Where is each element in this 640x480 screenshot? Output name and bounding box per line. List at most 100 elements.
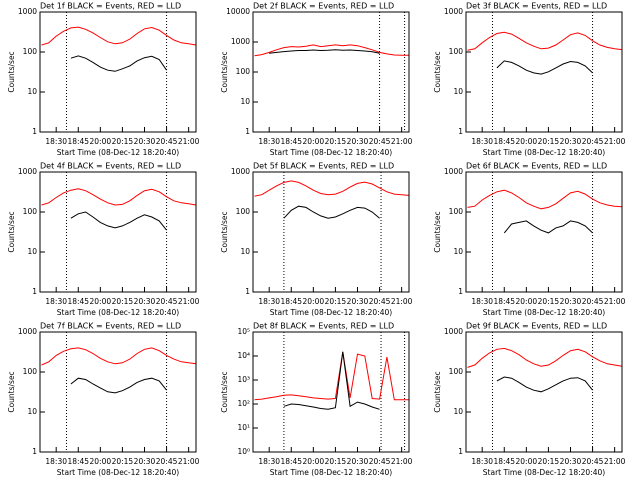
x-tick-label: 18:30	[471, 297, 493, 306]
data-line	[496, 376, 593, 393]
x-tick-label: 18:30	[45, 297, 67, 306]
x-tick-label: 18:45	[280, 457, 302, 466]
x-tick-label: 20:45	[156, 297, 178, 306]
chart-title: Det 9f BLACK = Events, RED = LLD	[466, 322, 607, 331]
plot-frame	[465, 331, 623, 453]
x-tick-label: 21:00	[604, 137, 626, 146]
x-tick-label: 20:15	[538, 457, 560, 466]
x-tick-label: 21:00	[604, 457, 626, 466]
x-tick-label: 18:45	[493, 297, 515, 306]
x-tick-label: 20:45	[582, 137, 604, 146]
x-tick-label: 20:00	[90, 137, 112, 146]
panel: Det 7f BLACK = Events, RED = LLD Start Ti…	[7, 322, 200, 478]
y-tick-label: 1000	[18, 167, 37, 176]
x-tick-label: 20:15	[325, 137, 347, 146]
y-axis-label: Counts/sec	[433, 211, 442, 252]
data-line	[467, 189, 623, 210]
plot-frame	[465, 11, 623, 133]
x-tick-label: 20:30	[560, 297, 582, 306]
y-tick-label: 100	[23, 47, 38, 56]
data-line	[269, 49, 380, 54]
x-tick-label: 20:45	[582, 297, 604, 306]
data-line	[254, 180, 410, 197]
data-line	[254, 351, 409, 401]
panel: Det 8f BLACK = Events, RED = LLD Start Ti…	[220, 322, 413, 478]
x-tick-label: 20:30	[134, 297, 156, 306]
y-axis-label: Counts/sec	[433, 371, 442, 412]
panel: Det 9f BLACK = Events, RED = LLD Start Ti…	[433, 322, 626, 478]
y-tick-label: 1	[32, 447, 37, 456]
x-tick-label: 20:00	[303, 137, 325, 146]
y-tick-label: 10¹	[237, 423, 250, 432]
x-tick-label: 21:00	[178, 297, 200, 306]
x-tick-label: 20:45	[369, 297, 391, 306]
y-tick-label: 10⁰	[237, 447, 250, 456]
plot-frame	[39, 331, 197, 453]
x-tick-label: 18:30	[45, 457, 67, 466]
y-tick-label: 100	[236, 207, 251, 216]
x-tick-label: 18:45	[67, 137, 89, 146]
x-axis-label: Start Time (08-Dec-12 18:20:40)	[270, 308, 392, 317]
x-tick-label: 20:30	[560, 457, 582, 466]
x-tick-label: 18:30	[471, 457, 493, 466]
x-tick-label: 18:45	[67, 297, 89, 306]
x-tick-label: 18:30	[45, 137, 67, 146]
x-tick-label: 20:15	[538, 297, 560, 306]
data-line	[467, 347, 623, 368]
x-axis-label: Start Time (08-Dec-12 18:20:40)	[57, 468, 179, 477]
y-tick-label: 1000	[444, 167, 463, 176]
x-tick-label: 21:00	[391, 137, 413, 146]
x-tick-label: 20:00	[303, 457, 325, 466]
panel: Det 6f BLACK = Events, RED = LLD Start Ti…	[433, 162, 626, 318]
x-tick-label: 20:15	[325, 457, 347, 466]
x-tick-label: 20:00	[90, 457, 112, 466]
x-tick-label: 20:30	[347, 297, 369, 306]
x-tick-label: 20:00	[516, 137, 538, 146]
y-axis-label: Counts/sec	[220, 211, 229, 252]
y-tick-label: 10³	[237, 375, 250, 384]
panel: Det 1f BLACK = Events, RED = LLD Start Ti…	[7, 2, 200, 158]
y-tick-label: 10	[240, 247, 250, 256]
data-line	[503, 220, 593, 234]
y-tick-label: 100	[449, 47, 464, 56]
chart-title: Det 3f BLACK = Events, RED = LLD	[466, 2, 607, 11]
y-axis-label: Counts/sec	[220, 371, 229, 412]
y-tick-label: 1	[458, 287, 463, 296]
y-tick-label: 10	[27, 87, 37, 96]
x-tick-label: 20:45	[156, 137, 178, 146]
x-tick-label: 18:45	[67, 457, 89, 466]
x-tick-label: 18:30	[471, 137, 493, 146]
x-tick-label: 20:30	[134, 457, 156, 466]
chart-title: Det 8f BLACK = Events, RED = LLD	[253, 322, 394, 331]
x-axis-label: Start Time (08-Dec-12 18:20:40)	[483, 148, 605, 157]
y-tick-label: 10²	[237, 399, 250, 408]
y-tick-label: 100	[449, 207, 464, 216]
y-tick-label: 1000	[18, 327, 37, 336]
y-tick-label: 100	[449, 367, 464, 376]
plot-frame	[252, 11, 410, 133]
x-tick-label: 18:30	[258, 137, 280, 146]
x-tick-label: 20:45	[369, 137, 391, 146]
data-line	[70, 377, 167, 394]
chart-title: Det 1f BLACK = Events, RED = LLD	[40, 2, 181, 11]
y-tick-label: 100	[23, 367, 38, 376]
x-tick-label: 18:45	[493, 137, 515, 146]
x-tick-label: 21:00	[391, 457, 413, 466]
x-axis-label: Start Time (08-Dec-12 18:20:40)	[483, 468, 605, 477]
y-axis-label: Counts/sec	[7, 211, 16, 252]
y-tick-label: 1000	[444, 327, 463, 336]
x-tick-label: 20:00	[516, 457, 538, 466]
x-tick-label: 18:45	[493, 457, 515, 466]
data-line	[254, 44, 409, 57]
y-tick-label: 10	[453, 87, 463, 96]
y-tick-label: 1000	[231, 37, 250, 46]
x-tick-label: 20:30	[134, 137, 156, 146]
data-line	[467, 31, 623, 51]
y-tick-label: 10	[27, 247, 37, 256]
panel: Det 3f BLACK = Events, RED = LLD Start Ti…	[433, 2, 626, 158]
y-tick-label: 10000	[226, 7, 250, 16]
x-tick-label: 20:45	[582, 457, 604, 466]
data-line	[70, 211, 167, 231]
y-tick-label: 1	[32, 127, 37, 136]
